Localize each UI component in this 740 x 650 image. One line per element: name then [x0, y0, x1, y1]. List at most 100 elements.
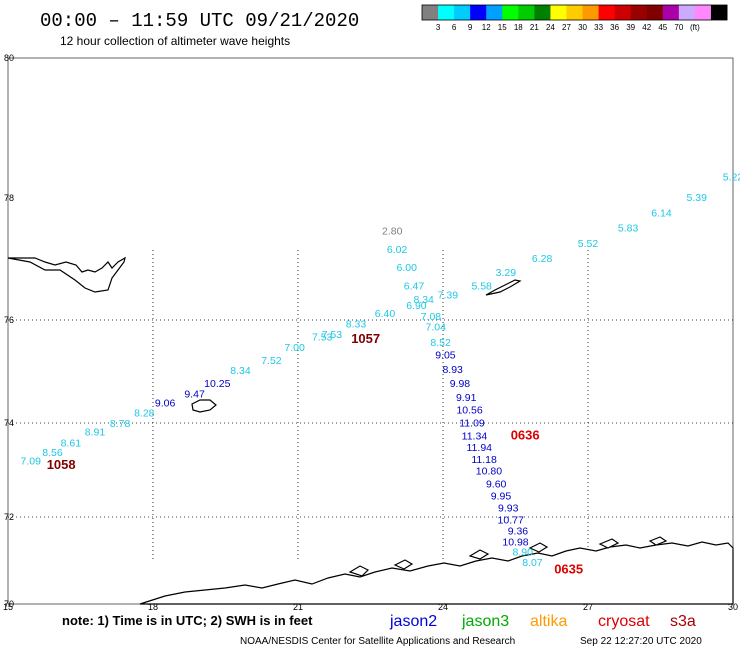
- wave-height-value: 9.47: [184, 388, 205, 400]
- wave-height-value: 8.07: [522, 557, 543, 569]
- lat-tick-label: 80: [4, 53, 14, 63]
- wave-height-value: 7.08: [421, 311, 442, 323]
- colorbar-label: 45: [658, 23, 667, 32]
- lat-tick-label: 76: [4, 315, 14, 325]
- pass-time-label: 1057: [351, 331, 380, 346]
- wave-height-value: 10.98: [502, 536, 528, 548]
- wave-height-value: 7.39: [438, 290, 459, 302]
- map-subtitle: 12 hour collection of altimeter wave hei…: [60, 34, 290, 48]
- plot-frame: [7, 57, 734, 605]
- colorbar-swatch: [454, 5, 471, 20]
- colorbar-swatch: [614, 5, 632, 20]
- colorbar-label: 30: [578, 23, 587, 32]
- pass-time-label: 1058: [47, 457, 76, 472]
- wave-height-value: 10.25: [204, 378, 230, 390]
- satellite-legend-s3a: s3a: [670, 613, 696, 630]
- colorbar-swatch: [502, 5, 519, 20]
- wave-height-value: 5.58: [471, 281, 492, 293]
- wave-height-value: 5.52: [578, 238, 599, 250]
- colorbar-swatch: [662, 5, 680, 20]
- wave-height-value: 8.52: [430, 337, 451, 349]
- wave-height-value: 7.53: [322, 329, 343, 341]
- wave-height-value: 8.56: [42, 447, 63, 459]
- svalbard-coast: [7, 256, 126, 293]
- satellite-legend-jason2: jason2: [389, 613, 437, 630]
- colorbar-label: 33: [594, 23, 603, 32]
- lat-tick-label: 70: [4, 599, 14, 609]
- colorbar-swatch: [566, 5, 584, 20]
- satellite-legend-altika: altika: [530, 613, 567, 630]
- wave-height-value: 8.34: [413, 294, 434, 306]
- colorbar-swatch: [582, 5, 600, 20]
- colorbar-label: 42: [642, 23, 651, 32]
- wave-height-value: 11.34: [462, 430, 488, 442]
- colorbar-label: 70: [674, 23, 683, 32]
- wave-height-value: 5.39: [687, 192, 708, 204]
- axis-labels: 15 18 21 24 27 30 80 78 76 74 72 70: [3, 53, 738, 612]
- wave-height-value: 10.80: [476, 466, 502, 478]
- coastlines: [7, 256, 734, 605]
- wave-height-value: 7.52: [261, 355, 282, 367]
- lon-tick-label: 30: [728, 602, 738, 612]
- satellite-legend-cryosat: cryosat: [598, 613, 650, 630]
- colorbar-label: 36: [610, 23, 619, 32]
- wave-height-value: 9.95: [491, 491, 512, 503]
- colorbar-swatch: [710, 5, 728, 20]
- lat-tick-label: 72: [4, 512, 14, 522]
- colorbar-legend: 3 6 9 12 15 18 21 24 27 30 33 36 39 42 45 70 (ft): [421, 4, 728, 32]
- satellite-legend: jason2 jason3 altika cryosat s3a: [389, 613, 696, 630]
- colorbar-swatch: [486, 5, 503, 20]
- wave-height-value: 9.06: [155, 398, 176, 410]
- wave-height-value: 8.28: [134, 407, 155, 419]
- wave-height-value: 8.91: [85, 427, 106, 439]
- colorbar-label: 18: [514, 23, 523, 32]
- bjornoya-island: [191, 399, 217, 413]
- colorbar-border: [421, 4, 728, 21]
- colorbar-swatch: [678, 5, 696, 20]
- kong-karls-land: [485, 279, 522, 296]
- colorbar-swatch: [550, 5, 567, 20]
- lat-tick-label: 78: [4, 193, 14, 203]
- colorbar-label: 12: [482, 23, 491, 32]
- satellite-legend-jason3: jason3: [461, 613, 509, 630]
- wave-height-value: 9.98: [450, 378, 471, 390]
- wave-height-value: 9.91: [456, 392, 477, 404]
- colorbar-swatch: [630, 5, 648, 20]
- wave-height-value: 8.90: [513, 546, 534, 558]
- colorbar-swatch: [534, 5, 551, 20]
- timestamp-text: Sep 22 12:27:20 UTC 2020: [580, 636, 702, 647]
- wave-height-value: 6.00: [397, 262, 418, 274]
- wave-height-value: 3.29: [496, 267, 517, 279]
- colorbar-swatch: [598, 5, 616, 20]
- colorbar-swatch: [438, 5, 455, 20]
- norway-coast: [139, 541, 734, 605]
- wave-height-value: 8.78: [110, 418, 131, 430]
- colorbar-label: 39: [626, 23, 635, 32]
- wave-height-value: 2.80: [382, 226, 403, 238]
- wave-height-value: 7.04: [426, 321, 447, 333]
- wave-height-value: 8.33: [346, 319, 367, 331]
- wave-height-value: 9.36: [508, 525, 529, 537]
- colorbar-label: (ft): [690, 23, 700, 32]
- wave-height-value: 10.77: [498, 515, 524, 527]
- wave-height-value: 6.90: [406, 300, 427, 312]
- lon-tick-label: 15: [3, 602, 13, 612]
- colorbar-label: 21: [530, 23, 539, 32]
- wave-height-observations: 7.098.568.618.918.788.289.069.4710.258.3…: [20, 172, 740, 570]
- colorbar-swatch: [694, 5, 712, 20]
- wave-height-value: 8.61: [61, 438, 82, 450]
- wave-height-value: 11.94: [467, 442, 493, 454]
- colorbar-label: 15: [498, 23, 507, 32]
- wave-height-value: 9.05: [435, 350, 456, 362]
- colorbar-swatch: [518, 5, 535, 20]
- wave-height-value: 7.09: [20, 455, 41, 467]
- lon-tick-label: 27: [583, 602, 593, 612]
- wave-height-value: 8.34: [230, 365, 251, 377]
- colorbar-swatch: [422, 5, 439, 20]
- lon-tick-label: 21: [293, 602, 303, 612]
- wave-height-value: 7.00: [284, 342, 305, 354]
- colorbar-swatch: [646, 5, 664, 20]
- lon-tick-label: 24: [438, 602, 448, 612]
- wave-height-value: 9.60: [486, 478, 507, 490]
